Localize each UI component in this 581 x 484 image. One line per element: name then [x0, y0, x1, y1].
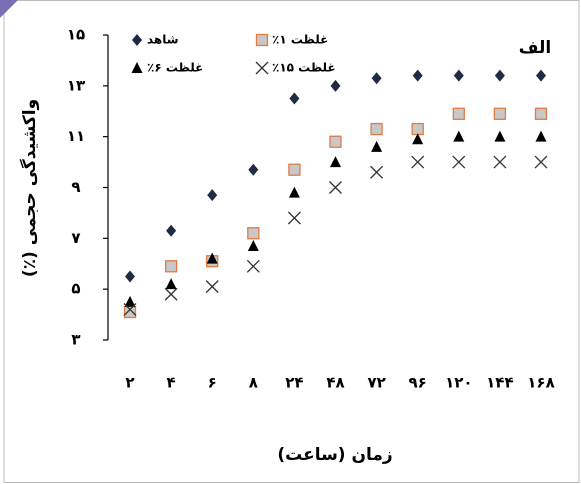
legend-marker — [131, 62, 143, 73]
x-tick-label: ۹۶ — [409, 374, 427, 392]
x-tick-label: ۲ — [125, 374, 134, 392]
x-axis-label: زمان (ساعت) — [277, 445, 392, 465]
data-point — [330, 79, 341, 92]
legend-marker — [255, 33, 269, 47]
y-tick-label: ۱۱ — [67, 127, 85, 145]
data-point — [370, 165, 384, 179]
x-tick-label: ۱۴۴ — [486, 374, 513, 392]
data-point — [412, 69, 423, 82]
legend-label: غلظت ۱٪ — [272, 33, 328, 47]
data-point — [371, 72, 382, 85]
x-tick-label: ۷۲ — [367, 374, 385, 392]
y-tick-label: ۹ — [71, 178, 80, 196]
data-point — [493, 155, 507, 169]
data-point — [207, 189, 218, 202]
data-point — [330, 156, 341, 168]
data-point — [246, 259, 260, 273]
legend-marker — [255, 61, 269, 75]
x-tick-label: ۱۶۸ — [527, 374, 554, 392]
data-point — [247, 239, 259, 251]
data-point — [494, 69, 505, 82]
data-point — [164, 287, 178, 301]
data-point — [452, 107, 465, 120]
data-point — [164, 260, 178, 273]
data-point — [206, 252, 218, 264]
data-point — [124, 295, 136, 307]
x-tick-label: ۸ — [249, 374, 258, 392]
x-tick-label: ۶ — [208, 374, 217, 392]
y-tick-label: ۱۵ — [67, 26, 85, 44]
frame — [3, 0, 580, 483]
legend-label: غلظت ۱۵٪ — [272, 61, 336, 75]
data-point — [453, 69, 464, 82]
legend-label: شاهد — [147, 33, 179, 47]
x-tick-label: ۴۸ — [326, 374, 344, 392]
corner-decoration — [0, 0, 18, 18]
data-point — [371, 140, 383, 152]
data-point — [493, 107, 507, 120]
data-point — [205, 280, 219, 294]
data-point — [165, 278, 177, 290]
data-point — [453, 130, 465, 142]
data-point — [288, 186, 300, 198]
data-point — [494, 130, 506, 142]
data-point — [289, 92, 300, 105]
data-point — [125, 270, 135, 283]
data-point — [288, 163, 301, 176]
data-point — [247, 227, 260, 240]
data-point — [534, 107, 548, 120]
y-axis-label: واکشیدگی حجمی (٪) — [19, 99, 40, 277]
x-tick-label: ۴ — [167, 374, 176, 392]
data-point — [166, 224, 177, 237]
x-tick-label: ۲۴ — [285, 374, 303, 392]
data-point — [411, 122, 424, 136]
data-point — [123, 303, 137, 316]
data-point — [535, 130, 547, 142]
annotation: الف — [519, 38, 551, 58]
data-point — [248, 163, 259, 176]
legend-marker — [132, 34, 142, 46]
data-point — [370, 122, 383, 136]
data-point — [534, 155, 548, 169]
data-point — [411, 155, 425, 169]
x-tick-label: ۱۲۰ — [445, 374, 472, 392]
y-tick-label: ۳ — [71, 331, 80, 349]
data-point — [329, 181, 342, 194]
data-point — [329, 135, 342, 148]
data-point — [123, 305, 137, 319]
y-tick-label: ۵ — [71, 280, 80, 298]
data-point — [452, 155, 466, 169]
y-tick-label: ۷ — [71, 229, 80, 247]
data-point — [287, 211, 301, 225]
y-tick-label: ۱۳ — [67, 76, 85, 94]
legend-label: غلظت ۶٪ — [147, 61, 203, 75]
data-point — [412, 133, 424, 145]
data-point — [536, 69, 546, 82]
